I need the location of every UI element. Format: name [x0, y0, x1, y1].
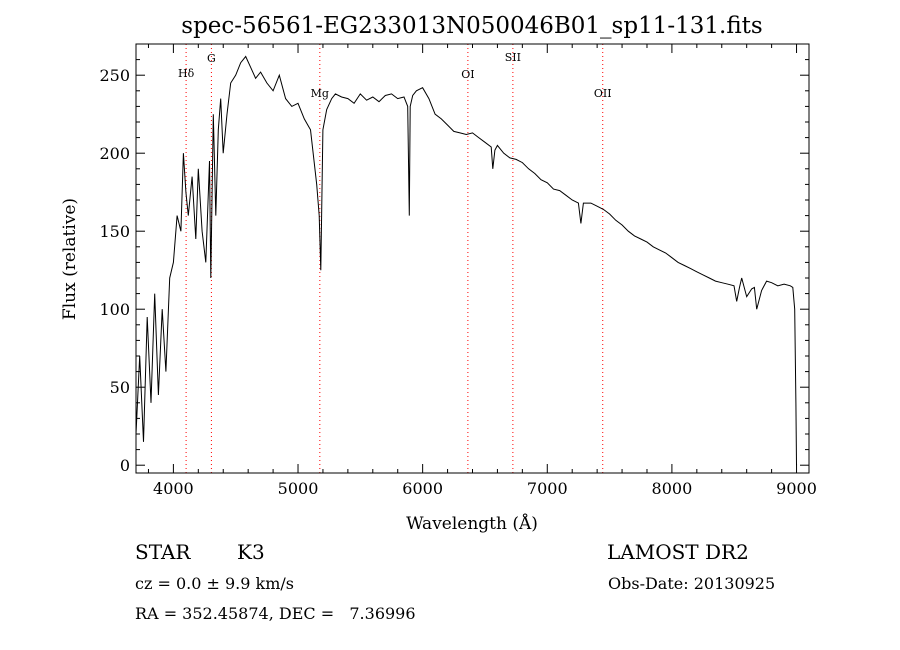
redshift-readout: cz = 0.0 ± 9.9 km/s [135, 574, 294, 593]
line-marker-label: Mg [311, 87, 329, 100]
y-tick-label: 0 [120, 456, 130, 475]
line-marker-label: G [207, 52, 216, 65]
x-tick-label: 6000 [402, 479, 443, 498]
x-axis-label: Wavelength (Å) [406, 513, 538, 534]
x-tick-label: 9000 [776, 479, 817, 498]
y-tick-label: 50 [110, 378, 130, 397]
y-tick-label: 200 [99, 144, 130, 163]
y-axis-label: Flux (relative) [60, 198, 80, 320]
coordinates: RA = 352.45874, DEC = 7.36996 [135, 604, 416, 623]
object-type: STAR [135, 540, 191, 564]
y-tick-label: 150 [99, 222, 130, 241]
x-tick-label: 5000 [278, 479, 319, 498]
y-tick-label: 250 [99, 66, 130, 85]
chart-title: spec-56561-EG233013N050046B01_sp11-131.f… [181, 13, 762, 39]
x-tick-label: 8000 [652, 479, 693, 498]
y-tick-label: 100 [99, 300, 130, 319]
x-tick-label: 7000 [527, 479, 568, 498]
spectral-subclass: K3 [237, 540, 265, 564]
x-tick-label: 4000 [153, 479, 194, 498]
line-markers: Hδ G Mg OI SII OII [178, 44, 612, 473]
survey-name: LAMOST DR2 [607, 540, 749, 564]
line-marker-label: OII [594, 87, 612, 100]
line-marker-label: SII [505, 51, 521, 64]
line-marker-label: Hδ [178, 67, 195, 80]
observation-date: Obs-Date: 20130925 [608, 574, 776, 593]
spectrum-series-line [135, 55, 797, 466]
plot-frame [135, 43, 810, 474]
axis-ticks: 4000 5000 6000 7000 8000 9000 0 50 100 150 200 250 [99, 44, 817, 498]
line-marker-label: OI [461, 68, 474, 81]
